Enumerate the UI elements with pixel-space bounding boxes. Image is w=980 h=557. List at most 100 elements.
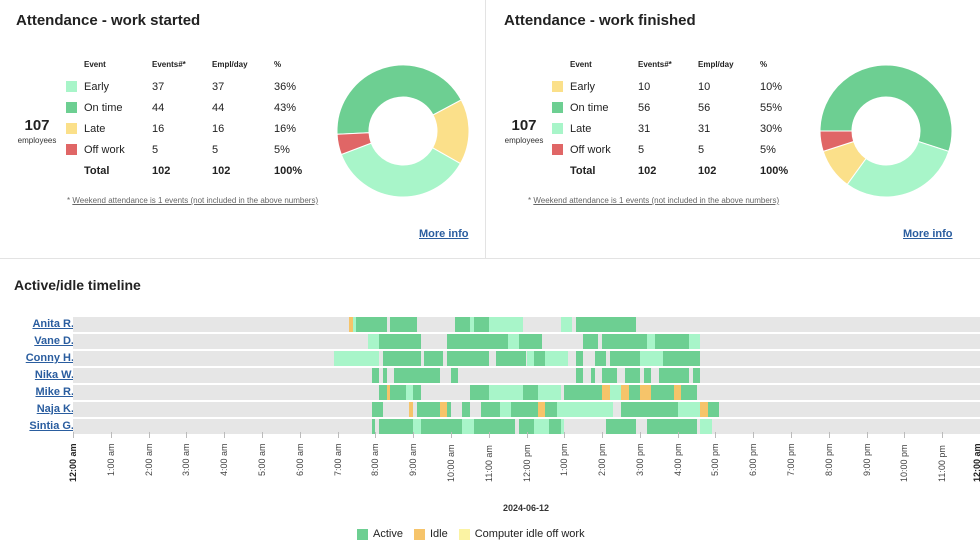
timeline-segment[interactable] xyxy=(386,385,391,400)
timeline-segment[interactable] xyxy=(575,351,584,366)
employee-name-link[interactable]: Anita R. xyxy=(32,318,74,330)
timeline-segment[interactable] xyxy=(598,317,637,332)
timeline-segment[interactable] xyxy=(534,351,546,366)
timeline-segment[interactable] xyxy=(371,419,376,434)
timeline-segment[interactable] xyxy=(405,385,414,400)
timeline-segment[interactable] xyxy=(677,402,701,417)
timeline-segment[interactable] xyxy=(511,402,538,417)
timeline-segment[interactable] xyxy=(549,419,561,434)
donut-slice-early[interactable] xyxy=(340,142,462,198)
timeline-segment[interactable] xyxy=(643,368,652,383)
timeline-segment[interactable] xyxy=(341,351,380,366)
timeline-segment[interactable] xyxy=(367,334,380,349)
timeline-segment[interactable] xyxy=(526,351,535,366)
timeline-segment[interactable] xyxy=(594,351,606,366)
timeline-segment[interactable] xyxy=(500,402,512,417)
timeline-segment[interactable] xyxy=(394,368,440,383)
timeline-segment[interactable] xyxy=(481,402,501,417)
timeline-segment[interactable] xyxy=(488,317,504,332)
timeline-segment[interactable] xyxy=(651,385,674,400)
employee-name-link[interactable]: Vane D. xyxy=(34,335,74,347)
timeline-segment[interactable] xyxy=(534,419,550,434)
timeline-segment[interactable] xyxy=(700,402,708,417)
timeline-segment[interactable] xyxy=(496,351,527,366)
donut-slice-on-time[interactable] xyxy=(336,64,462,135)
timeline-segment[interactable] xyxy=(700,419,712,434)
timeline-segment[interactable] xyxy=(537,385,561,400)
timeline-segment[interactable] xyxy=(473,317,489,332)
timeline-segment[interactable] xyxy=(454,317,470,332)
timeline-segment[interactable] xyxy=(575,317,599,332)
timeline-segment[interactable] xyxy=(522,385,538,400)
timeline-segment[interactable] xyxy=(462,402,470,417)
timeline-segment[interactable] xyxy=(484,419,516,434)
timeline-segment[interactable] xyxy=(677,419,697,434)
timeline-segment[interactable] xyxy=(416,402,440,417)
timeline-segment[interactable] xyxy=(503,317,523,332)
timeline-segment[interactable] xyxy=(666,351,701,366)
employee-name-link[interactable]: Nika W. xyxy=(34,369,74,381)
timeline-segment[interactable] xyxy=(356,317,387,332)
timeline-segment[interactable] xyxy=(371,402,383,417)
timeline-segment[interactable] xyxy=(575,402,614,417)
timeline-segment[interactable] xyxy=(556,402,576,417)
timeline-segment[interactable] xyxy=(692,368,701,383)
donut-slice-on-time[interactable] xyxy=(819,64,953,153)
timeline-segment[interactable] xyxy=(689,334,701,349)
timeline-segment[interactable] xyxy=(420,419,463,434)
employee-name-link[interactable]: Conny H. xyxy=(25,352,74,364)
employee-name-link[interactable]: Naja K. xyxy=(36,403,74,415)
timeline-segment[interactable] xyxy=(545,402,557,417)
timeline-segment[interactable] xyxy=(518,334,542,349)
timeline-segment[interactable] xyxy=(545,351,569,366)
timeline-segment[interactable] xyxy=(439,402,448,417)
timeline-segment[interactable] xyxy=(639,385,652,400)
timeline-segment[interactable] xyxy=(564,385,603,400)
timeline-segment[interactable] xyxy=(537,402,546,417)
timeline-segment[interactable] xyxy=(488,385,523,400)
legend-item[interactable]: Idle xyxy=(413,528,448,540)
timeline-segment[interactable] xyxy=(602,368,618,383)
timeline-segment[interactable] xyxy=(371,368,380,383)
timeline-segment[interactable] xyxy=(333,351,342,366)
timeline-segment[interactable] xyxy=(628,385,640,400)
timeline-segment[interactable] xyxy=(424,351,444,366)
timeline-segment[interactable] xyxy=(654,419,678,434)
employee-name-link[interactable]: Sintia G. xyxy=(29,420,74,432)
timeline-segment[interactable] xyxy=(575,368,584,383)
timeline-segment[interactable] xyxy=(583,334,599,349)
timeline-segment[interactable] xyxy=(662,351,667,366)
donut-slice-off-work[interactable] xyxy=(819,130,855,153)
timeline-segment[interactable] xyxy=(609,385,621,400)
timeline-segment[interactable] xyxy=(450,368,459,383)
timeline-segment[interactable] xyxy=(348,317,353,332)
timeline-segment[interactable] xyxy=(382,368,387,383)
timeline-segment[interactable] xyxy=(447,334,508,349)
timeline-segment[interactable] xyxy=(658,402,678,417)
timeline-segment[interactable] xyxy=(590,368,595,383)
timeline-segment[interactable] xyxy=(658,368,689,383)
timeline-segment[interactable] xyxy=(518,419,535,434)
timeline-segment[interactable] xyxy=(605,419,637,434)
timeline-segment[interactable] xyxy=(379,419,391,434)
donut-slice-late[interactable] xyxy=(846,140,950,198)
timeline-segment[interactable] xyxy=(413,385,421,400)
more-info-link[interactable]: More info xyxy=(419,228,469,240)
timeline-segment[interactable] xyxy=(639,351,663,366)
legend-item[interactable]: Computer idle off work xyxy=(458,528,585,540)
footnote-link[interactable]: Weekend attendance is 1 events (not incl… xyxy=(72,196,319,205)
more-info-link[interactable]: More info xyxy=(903,228,953,240)
timeline-segment[interactable] xyxy=(390,419,414,434)
timeline-segment[interactable] xyxy=(379,385,387,400)
timeline-segment[interactable] xyxy=(469,385,489,400)
timeline-segment[interactable] xyxy=(673,385,682,400)
timeline-segment[interactable] xyxy=(413,419,421,434)
timeline-segment[interactable] xyxy=(352,317,357,332)
timeline-segment[interactable] xyxy=(469,317,474,332)
timeline-segment[interactable] xyxy=(647,419,655,434)
timeline-segment[interactable] xyxy=(379,334,421,349)
timeline-segment[interactable] xyxy=(382,351,421,366)
timeline-segment[interactable] xyxy=(707,402,720,417)
timeline-segment[interactable] xyxy=(624,368,640,383)
timeline-segment[interactable] xyxy=(462,419,474,434)
